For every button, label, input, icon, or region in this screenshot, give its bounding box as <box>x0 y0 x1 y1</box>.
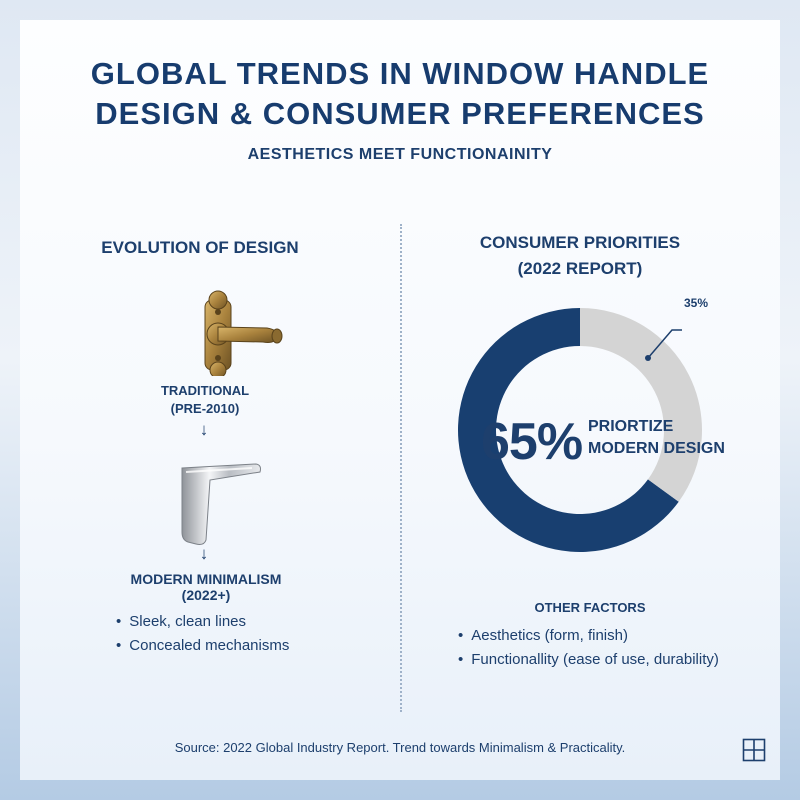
modern-features-list: Sleek, clean lines Concealed mechanisms <box>116 610 289 658</box>
priorities-title-line-2: (2022 REPORT) <box>517 259 643 278</box>
page-title: GLOBAL TRENDS IN WINDOW HANDLE DESIGN & … <box>20 54 780 134</box>
traditional-handle-icon <box>204 290 283 376</box>
traditional-label: TRADITIONAL <box>160 383 250 398</box>
title-line-1: GLOBAL TRENDS IN WINDOW HANDLE <box>90 56 710 91</box>
page-subtitle: AESTHETICS MEET FUNCTIONAINITY <box>247 146 553 163</box>
modern-caption: MODERN MINIMALISM (2022+) <box>130 571 282 603</box>
list-item: Functionallity (ease of use, durability) <box>458 648 719 672</box>
list-item: Sleek, clean lines <box>116 610 289 634</box>
modern-percent-text: PRIORTIZE MODERN DESIGN <box>588 416 725 460</box>
priorities-donut-chart <box>458 308 702 553</box>
priorities-title: CONSUMER PRIORITIES (2022 REPORT) <box>440 230 720 282</box>
donut-slice-modern <box>458 308 679 553</box>
down-arrow-icon: ↓ <box>199 420 209 439</box>
modern-percent-value: 65% <box>481 413 583 471</box>
traditional-period: (PRE-2010) <box>170 401 240 416</box>
title-line-2: DESIGN & CONSUMER PREFERENCES <box>95 96 705 131</box>
center-text-line-1: PRIORTIZE <box>588 418 674 435</box>
other-factors-list: Aesthetics (form, finish) Functionallity… <box>458 624 719 672</box>
other-percent-label: 35% <box>684 296 709 310</box>
list-item: Concealed mechanisms <box>116 634 289 658</box>
label-leader-line <box>647 329 682 359</box>
donut-slice-other <box>580 308 702 502</box>
window-icon <box>742 738 766 762</box>
other-factors-title: OTHER FACTORS <box>534 600 646 615</box>
label-leader-dot <box>645 355 651 361</box>
list-item: Aesthetics (form, finish) <box>458 624 719 648</box>
modern-handle-icon <box>181 463 261 545</box>
down-arrow-icon: ↓ <box>199 544 209 563</box>
section-divider <box>400 224 402 712</box>
infographic-card: GLOBAL TRENDS IN WINDOW HANDLE DESIGN & … <box>20 20 780 780</box>
evolution-title: EVOLUTION OF DESIGN <box>101 238 299 257</box>
source-footer: Source: 2022 Global Industry Report. Tre… <box>174 740 626 755</box>
traditional-caption: TRADITIONAL (PRE-2010) <box>140 382 270 418</box>
priorities-title-line-1: CONSUMER PRIORITIES <box>479 233 681 252</box>
center-text-line-2: MODERN DESIGN <box>588 440 725 457</box>
